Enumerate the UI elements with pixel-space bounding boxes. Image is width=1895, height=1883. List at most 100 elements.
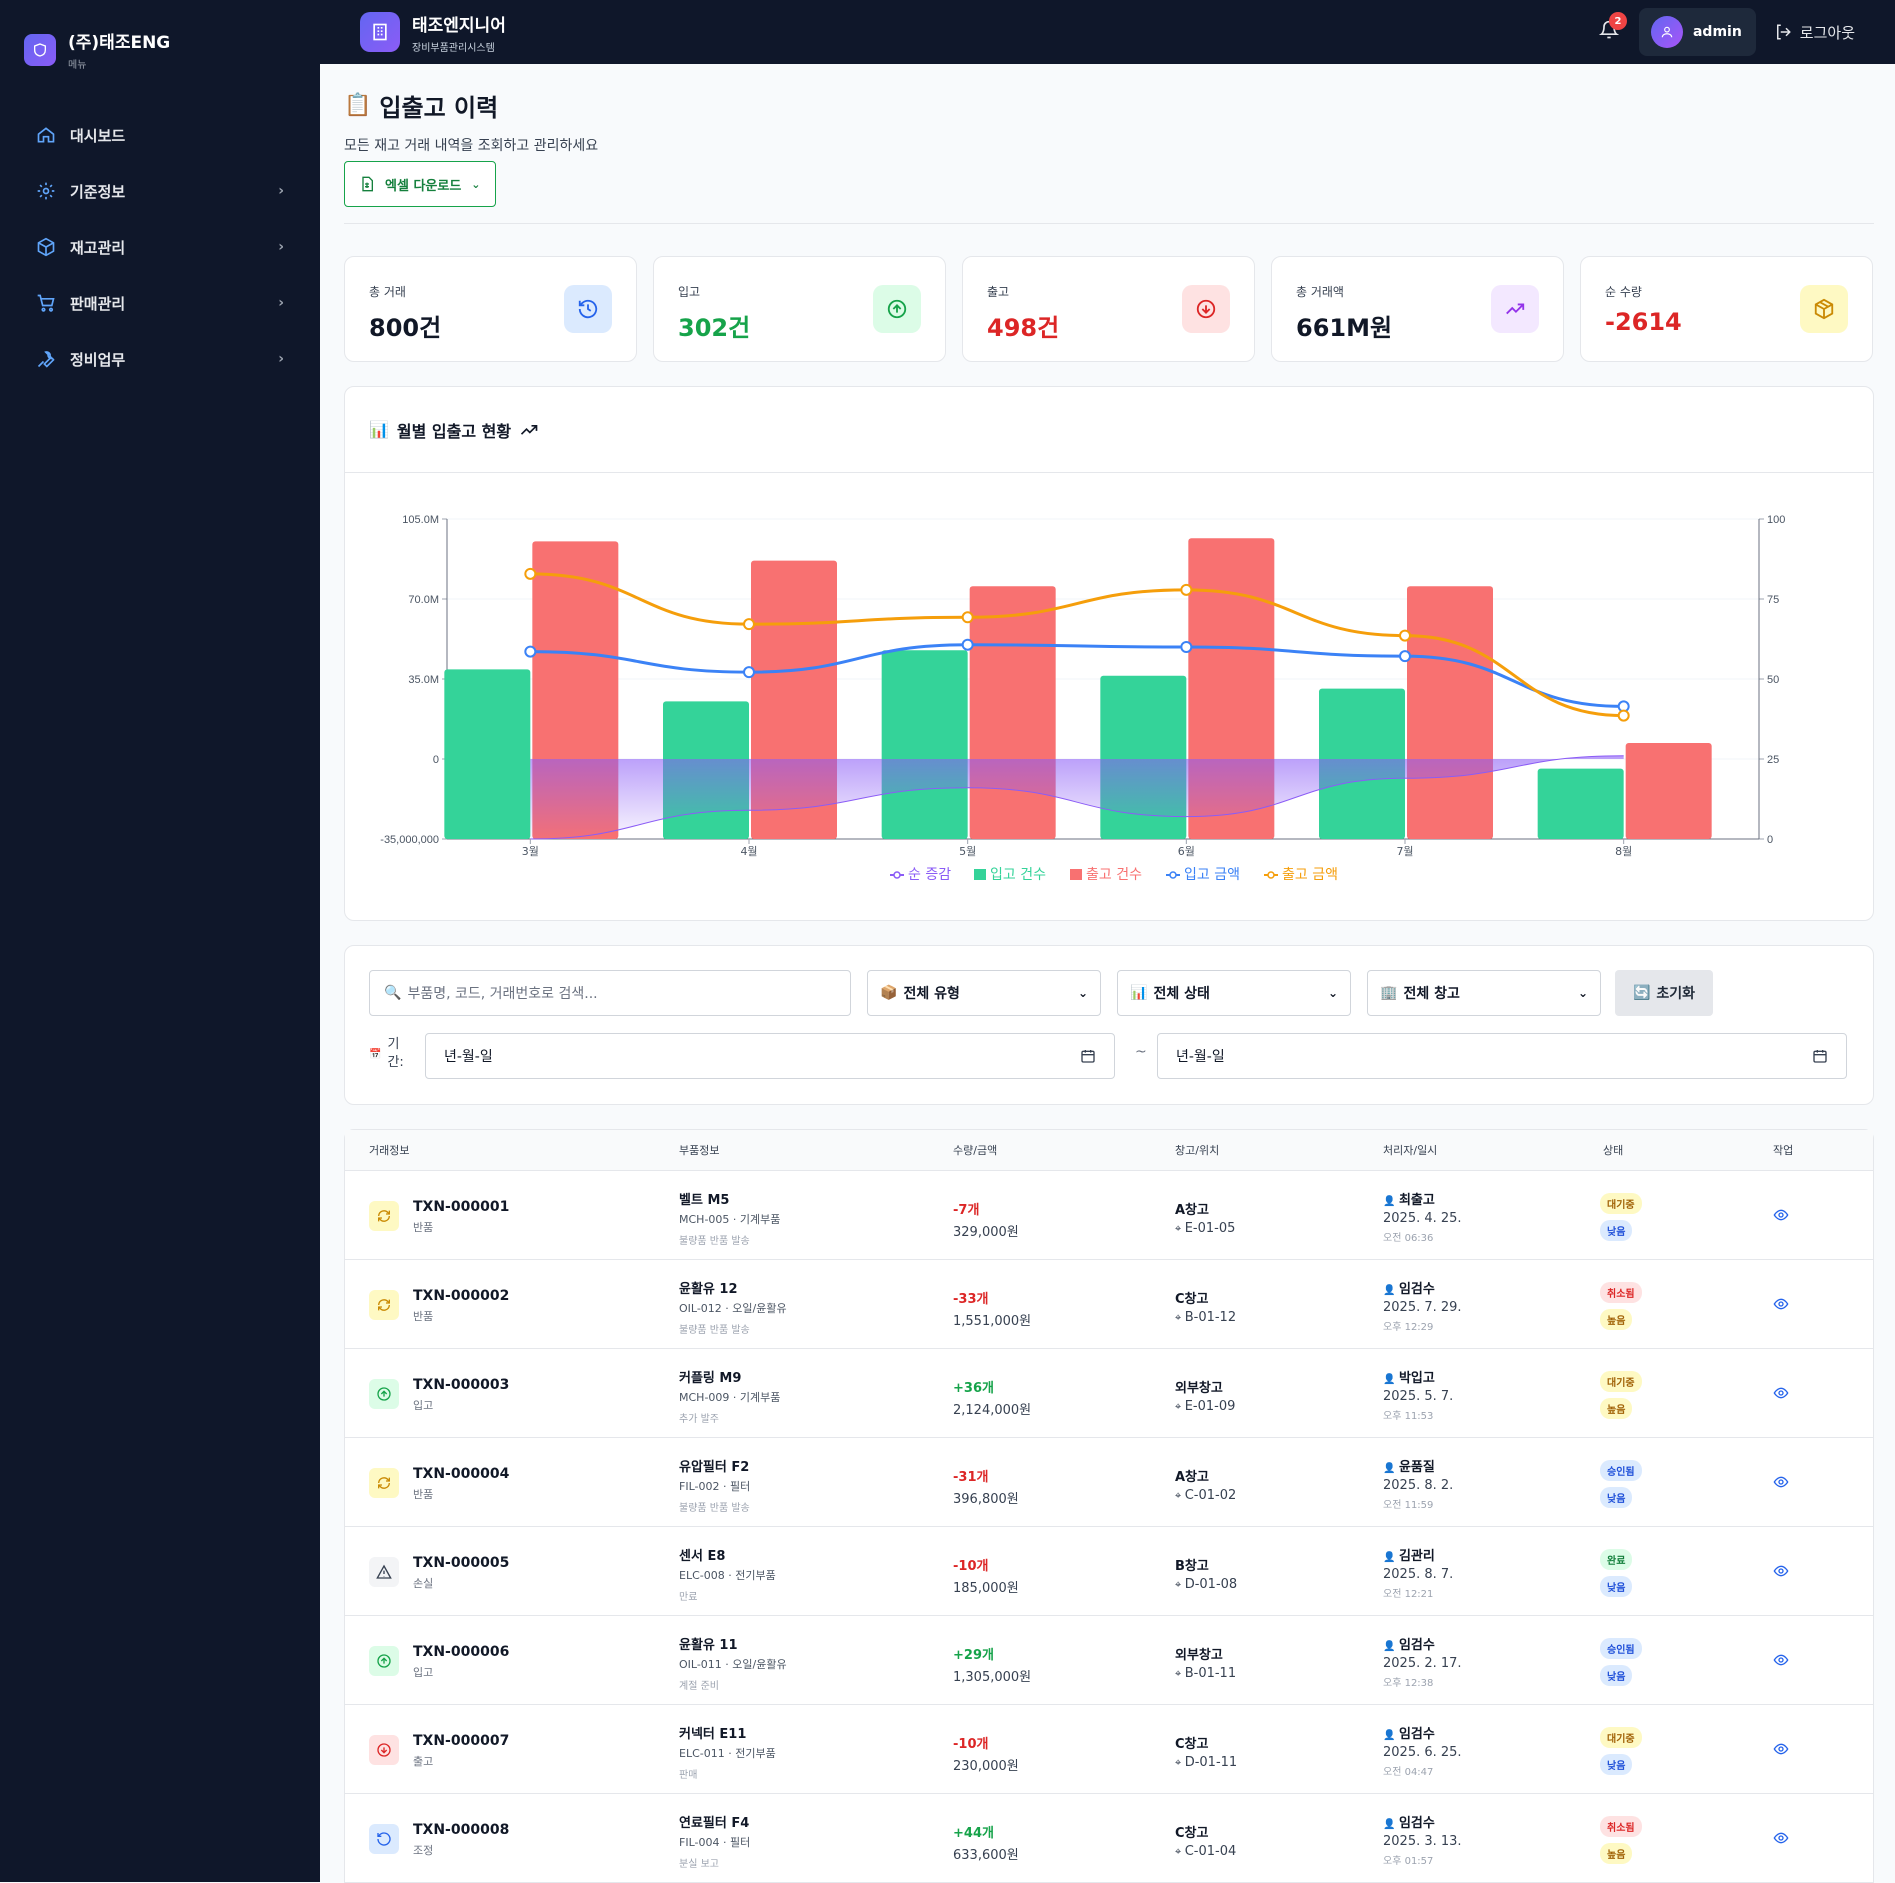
location: ⌖ D-01-08 (1175, 1577, 1237, 1592)
brand-name: (주)태조ENG (68, 33, 171, 53)
view-button[interactable] (1773, 1474, 1789, 1494)
table-row[interactable]: TXN-000005 손실 센서 E8 ELC-008 · 전기부품 만료 -10개 185… (345, 1526, 1873, 1615)
part-info: 연료필터 F4 FIL-004 · 필터 분실 보고 (679, 1812, 750, 1870)
warning-icon (369, 1557, 399, 1587)
user-icon: 👤 (1383, 1463, 1399, 1474)
part-info: 윤활유 11 OIL-011 · 오일/윤활유 계절 준비 (679, 1634, 787, 1692)
logout-icon (1776, 24, 1791, 40)
transaction-id: TXN-000004 (413, 1466, 510, 1482)
column-header: 수량/금액 (953, 1144, 998, 1157)
inbound-amount-point (1180, 641, 1193, 653)
map-pin-icon: ⌖ (1175, 1489, 1185, 1502)
table-row[interactable]: TXN-000007 출고 커넥터 E11 ELC-011 · 전기부품 판매 -10개 2… (345, 1704, 1873, 1793)
part-name: 커플링 M9 (679, 1371, 742, 1386)
view-button[interactable] (1773, 1563, 1789, 1583)
date-from-input[interactable]: 년-월-일 (425, 1033, 1115, 1079)
part-code: MCH-009 · 기계부품 (679, 1391, 781, 1404)
status-select[interactable]: 📊 전체 상태 ⌄ (1117, 970, 1351, 1016)
handler: 👤 임검수 (1383, 1278, 1462, 1297)
outbound-count-bar (1625, 743, 1712, 839)
view-button[interactable] (1773, 1385, 1789, 1405)
inbound-amount-line (530, 643, 1624, 708)
warehouse: C창고 (1175, 1826, 1209, 1841)
table-row[interactable]: TXN-000002 반품 윤활유 12 OIL-012 · 오일/윤활유 불량품 반품… (345, 1259, 1873, 1348)
map-pin-icon: ⌖ (1175, 1667, 1185, 1680)
gear-icon (37, 182, 55, 200)
refresh-icon (369, 1468, 399, 1498)
stat-card-total: 총 거래 800건 (344, 256, 637, 362)
handled-time: 오전 12:21 (1383, 1589, 1434, 1600)
transaction-id: TXN-000002 (413, 1288, 510, 1304)
handler: 👤 박입고 (1383, 1367, 1453, 1386)
monthly-chart-card: 📊 월별 입출고 현황 105.0M 70.0M 35.0M 0 -35,000,000… (344, 386, 1874, 921)
building-icon: 🏢 (1380, 985, 1398, 1001)
search-input[interactable]: 🔍 부품명, 코드, 거래번호로 검색... (369, 970, 851, 1016)
warehouse: C창고 (1175, 1292, 1209, 1307)
notification-button[interactable]: 2 (1598, 12, 1627, 44)
column-header: 처리자/일시 (1383, 1144, 1438, 1157)
building-icon (360, 12, 400, 52)
stat-value: 302건 (678, 314, 751, 342)
warehouse-select[interactable]: 🏢 전체 창고 ⌄ (1367, 970, 1601, 1016)
stats-row: 총 거래 800건 입고 302건 출고 498건 총 거래액 661M원 (344, 256, 1874, 362)
location-info: B창고 ⌖ D-01-08 (1175, 1555, 1237, 1592)
logout-button[interactable]: 로그아웃 (1774, 22, 1855, 43)
part-info: 커플링 M9 MCH-009 · 기계부품 추가 발주 (679, 1367, 780, 1425)
box-icon (37, 237, 55, 257)
chevron-down-icon: ⌄ (1327, 986, 1338, 1000)
map-pin-icon: ⌖ (1175, 1578, 1185, 1591)
priority-badge: 낮음 (1600, 1665, 1633, 1686)
calendar-icon: 📅 (369, 1048, 382, 1060)
map-pin-icon: ⌖ (1175, 1400, 1185, 1413)
location-code: C-01-04 (1184, 1844, 1237, 1859)
location-info: A창고 ⌖ C-01-02 (1175, 1466, 1236, 1503)
part-note: 불량품 반품 발송 (679, 1236, 750, 1247)
user-menu[interactable]: admin (1638, 8, 1756, 56)
location-info: 외부창고 ⌖ B-01-11 (1175, 1644, 1236, 1681)
part-name: 센서 E8 (679, 1549, 726, 1564)
part-code: OIL-011 · 오일/윤활유 (679, 1658, 787, 1671)
sidebar-item-dashboard[interactable]: 대시보드 (0, 107, 320, 163)
quantity-info: +44개 633,600원 (953, 1822, 1019, 1863)
table-row[interactable]: TXN-000008 조정 연료필터 F4 FIL-004 · 필터 분실 보고 +44개… (345, 1793, 1873, 1882)
view-button[interactable] (1773, 1830, 1789, 1850)
app-subtitle: 장비부품관리시스템 (412, 42, 495, 54)
brand-subtitle: 메뉴 (68, 60, 87, 71)
table-row[interactable]: TXN-000006 입고 윤활유 11 OIL-011 · 오일/윤활유 계절 준비 +… (345, 1615, 1873, 1704)
sidebar-item-sales[interactable]: 판매관리 › (0, 275, 320, 331)
type-select[interactable]: 📦 전체 유형 ⌄ (867, 970, 1101, 1016)
part-note: 분실 보고 (679, 1859, 719, 1870)
location-code: E-01-09 (1184, 1399, 1236, 1414)
status-badges: 대기중 낮음 (1600, 1727, 1642, 1781)
view-button[interactable] (1773, 1741, 1789, 1761)
transaction-type: 반품 (413, 1221, 434, 1234)
location-code: D-01-08 (1184, 1577, 1238, 1592)
view-button[interactable] (1773, 1296, 1789, 1316)
left-axis-tick-label: 105.0M (402, 514, 439, 526)
sidebar-item-maintenance[interactable]: 정비업무 › (0, 331, 320, 387)
sidebar-item-master-data[interactable]: 기준정보 › (0, 163, 320, 219)
handler-name: 윤품질 (1398, 1460, 1435, 1475)
handler-name: 임검수 (1398, 1282, 1435, 1297)
excel-download-button[interactable]: 엑셀 다운로드 ⌄ (344, 161, 496, 207)
outbound-count-bar (969, 586, 1056, 839)
location-info: A창고 ⌖ E-01-05 (1175, 1199, 1235, 1236)
history-icon (564, 285, 612, 333)
arrow-up-circle-icon (369, 1646, 399, 1676)
sidebar-item-inventory[interactable]: 재고관리 › (0, 219, 320, 275)
sidebar-brand: (주)태조ENG 메뉴 (0, 0, 320, 99)
reset-button[interactable]: 🔄 초기화 (1615, 970, 1713, 1016)
status-select-value: 전체 상태 (1153, 986, 1210, 1002)
map-pin-icon: ⌖ (1175, 1222, 1185, 1235)
chevron-right-icon: › (278, 239, 284, 255)
view-button[interactable] (1773, 1652, 1789, 1672)
date-to-input[interactable]: 년-월-일 (1157, 1033, 1847, 1079)
view-button[interactable] (1773, 1207, 1789, 1227)
table-row[interactable]: TXN-000001 반품 벨트 M5 MCH-005 · 기계부품 불량품 반품 발송… (345, 1170, 1873, 1259)
table-row[interactable]: TXN-000004 반품 유압필터 F2 FIL-002 · 필터 불량품 반품 발송… (345, 1437, 1873, 1526)
status-badges: 대기중 낮음 (1600, 1193, 1642, 1247)
transaction-type: 반품 (413, 1310, 434, 1323)
table-row[interactable]: TXN-000003 입고 커플링 M9 MCH-009 · 기계부품 추가 발주 +36… (345, 1348, 1873, 1437)
part-info: 센서 E8 ELC-008 · 전기부품 만료 (679, 1545, 776, 1603)
spreadsheet-icon (362, 176, 373, 192)
